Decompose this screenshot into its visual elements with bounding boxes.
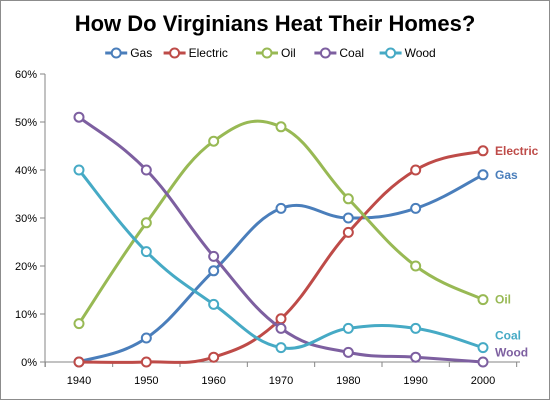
data-point-gas (477, 169, 489, 181)
data-point-electric (208, 351, 220, 363)
series-line-oil (77, 119, 484, 325)
data-point-gas (410, 202, 422, 214)
data-point-coal (342, 346, 354, 358)
data-point-oil (73, 318, 85, 330)
data-point-coal (275, 322, 287, 334)
data-point-wood (275, 342, 287, 354)
data-point-wood (410, 322, 422, 334)
data-point-oil (342, 193, 354, 205)
legend-item-coal: Coal (314, 46, 364, 60)
x-tick-label: 1960 (201, 375, 225, 387)
axes: 0% 10% 20% 30% 40% 50% 60% 1940 1950 1960 1970 1980… (15, 69, 520, 387)
legend-label: Electric (189, 46, 228, 60)
series-line-gas (78, 173, 484, 364)
data-point-electric (73, 356, 85, 368)
series-oil (73, 119, 489, 330)
x-tick-label: 2000 (471, 375, 495, 387)
data-point-oil (208, 135, 220, 147)
legend-label: Wood (405, 46, 436, 60)
data-point-gas (275, 202, 287, 214)
x-tick-label: 1980 (336, 375, 360, 387)
x-tick-label: 1990 (403, 375, 427, 387)
end-label-gas: Gas (495, 168, 518, 182)
end-label-wood: Wood (495, 345, 528, 359)
legend-label: Oil (281, 46, 296, 60)
series-electric (73, 145, 489, 368)
legend: Gas Electric Oil Coal Wood (105, 46, 436, 60)
data-point-electric (140, 356, 152, 368)
data-point-wood (342, 322, 354, 334)
data-point-coal (73, 111, 85, 123)
data-point-electric (275, 313, 287, 325)
legend-label: Gas (130, 46, 152, 60)
legend-swatch-marker (110, 47, 122, 59)
x-tick-label: 1970 (269, 375, 293, 387)
data-point-gas (208, 265, 220, 277)
y-tick-label: 0% (21, 357, 37, 369)
data-point-gas (342, 212, 354, 224)
data-point-oil (410, 260, 422, 272)
data-point-gas (140, 332, 152, 344)
legend-item-oil: Oil (256, 46, 296, 60)
data-point-wood (208, 298, 220, 310)
end-label-electric: Electric (495, 144, 539, 158)
legend-swatch-marker (261, 47, 273, 59)
data-point-wood (140, 246, 152, 258)
series-coal (73, 111, 489, 368)
y-tick-label: 40% (15, 165, 37, 177)
legend-swatch-marker (169, 47, 181, 59)
data-point-oil (477, 294, 489, 306)
data-point-coal (477, 356, 489, 368)
legend-item-gas: Gas (105, 46, 152, 60)
series-wood (73, 164, 489, 354)
legend-label: Coal (339, 46, 364, 60)
y-tick-label: 30% (15, 213, 37, 225)
data-point-electric (342, 226, 354, 238)
series-layer (73, 111, 489, 368)
data-point-wood (73, 164, 85, 176)
legend-swatch-marker (319, 47, 331, 59)
legend-item-wood: Wood (379, 46, 436, 60)
data-point-oil (275, 121, 287, 133)
legend-swatch-marker (385, 47, 397, 59)
end-label-oil: Oil (495, 293, 511, 307)
end-label-coal: Coal (495, 329, 521, 343)
y-tick-label: 10% (15, 309, 37, 321)
chart-title: How Do Virginians Heat Their Homes? (75, 11, 476, 36)
y-tick-label: 60% (15, 69, 37, 81)
data-point-wood (477, 342, 489, 354)
y-tick-label: 20% (15, 261, 37, 273)
x-tick-label: 1940 (67, 375, 91, 387)
data-point-oil (140, 217, 152, 229)
legend-item-electric: Electric (163, 46, 228, 60)
data-point-coal (410, 351, 422, 363)
data-point-coal (208, 250, 220, 262)
y-tick-label: 50% (15, 117, 37, 129)
x-tick-label: 1950 (134, 375, 158, 387)
series-gas (73, 169, 489, 368)
data-point-electric (477, 145, 489, 157)
end-labels: Electric Gas Oil Coal Wood (495, 144, 539, 360)
data-point-electric (410, 164, 422, 176)
data-point-coal (140, 164, 152, 176)
